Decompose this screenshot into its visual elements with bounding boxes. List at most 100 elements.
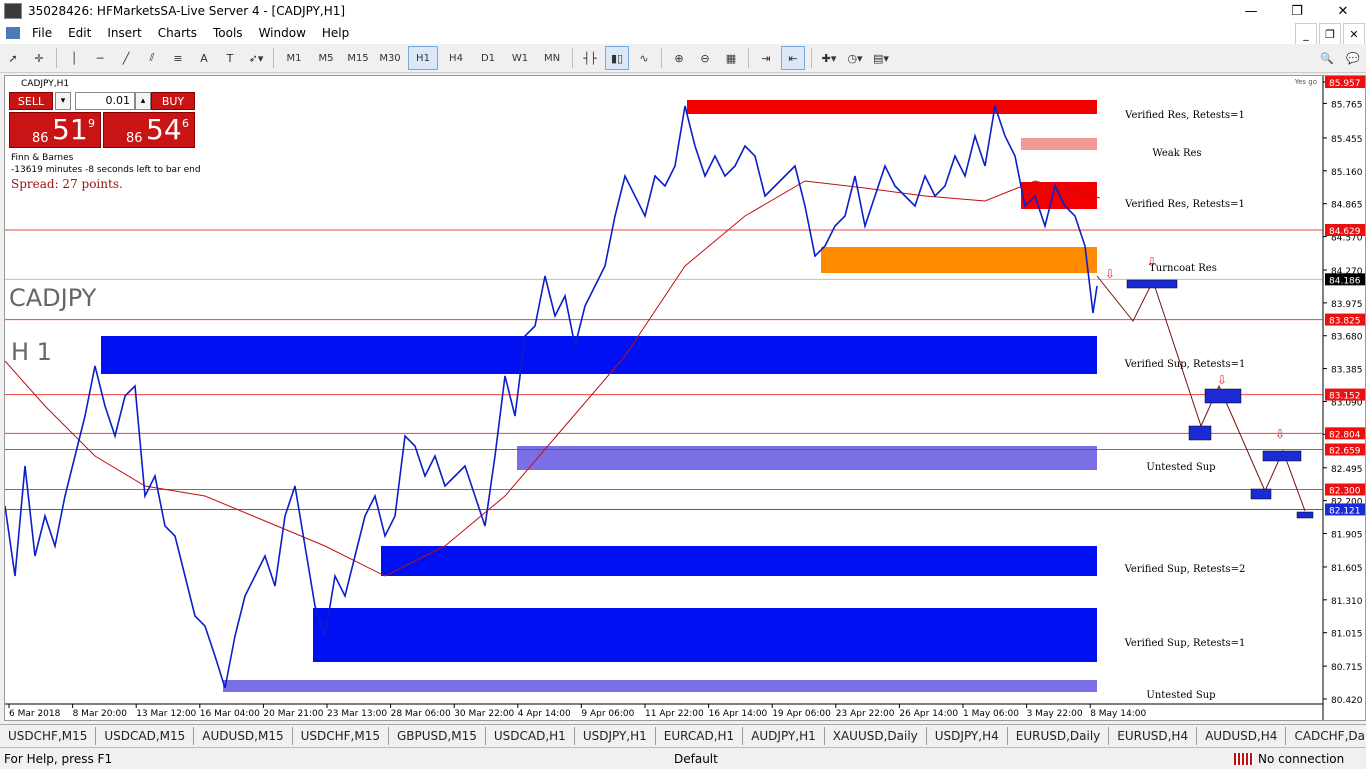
cursor-tool-icon[interactable]: ➚ xyxy=(8,51,18,65)
menu-edit[interactable]: Edit xyxy=(68,26,92,40)
chart-tab[interactable]: GBPUSD,M15 xyxy=(389,727,486,745)
price-tick-label: 84.570 xyxy=(1331,234,1363,244)
channel-icon[interactable]: ⫽ xyxy=(149,51,155,64)
line-chart-icon[interactable]: ∿ xyxy=(639,51,649,65)
text-tool-icon[interactable]: A xyxy=(200,51,208,65)
restore-button[interactable]: ❐ xyxy=(1291,3,1303,19)
timeframe-m30[interactable]: M30 xyxy=(379,52,401,64)
timeframe-mn[interactable]: MN xyxy=(543,52,561,64)
chat-icon[interactable]: 💬 xyxy=(1346,51,1360,65)
timeframe-m1[interactable]: M1 xyxy=(286,52,302,64)
candlestick-icon[interactable]: ▮▯ xyxy=(605,46,629,70)
search-icon[interactable]: 🔍 xyxy=(1320,51,1334,65)
chart-tab[interactable]: AUDJPY,H1 xyxy=(743,727,825,745)
tile-windows-icon[interactable]: ▦ xyxy=(725,51,737,65)
menu-charts[interactable]: Charts xyxy=(157,26,197,40)
bar-chart-icon[interactable]: ┤├ xyxy=(583,51,597,65)
info-line: -13619 minutes -8 seconds left to bar en… xyxy=(11,165,201,175)
price-tick-label: 81.905 xyxy=(1331,531,1363,541)
zone-label: Verified Sup, Retests=1 xyxy=(1124,638,1246,649)
price-tick-label: 82.495 xyxy=(1331,465,1363,475)
crosshair-tool-icon[interactable]: ✛ xyxy=(34,51,44,65)
chart-area[interactable]: CADJPY,H1 Yes go ⇩ ⇩ ⇩ ⇩ Verified Res, Retests… xyxy=(4,75,1366,721)
app-icon xyxy=(4,3,22,19)
support-zone xyxy=(381,546,1097,576)
volume-up-icon[interactable]: ▴ xyxy=(135,92,151,110)
indicators-icon[interactable]: ✚▾ xyxy=(821,51,837,65)
autoscroll-icon[interactable]: ⇥ xyxy=(761,51,771,65)
label-tool-icon[interactable]: T xyxy=(226,51,234,65)
chart-canvas[interactable]: CADJPY,H1 Yes go ⇩ ⇩ ⇩ ⇩ Verified Res, Retests… xyxy=(5,76,1365,720)
chart-tab[interactable]: USDCHF,M15 xyxy=(0,727,97,745)
menu-insert[interactable]: Insert xyxy=(107,26,142,40)
timeframe-h1[interactable]: H1 xyxy=(408,46,438,70)
projection-box xyxy=(1126,279,1178,289)
child-close-button[interactable]: ✕ xyxy=(1343,23,1365,45)
buy-price[interactable]: 86 54 6 xyxy=(103,112,195,148)
arrows-tool-icon[interactable]: ➶▾ xyxy=(248,51,264,65)
info-line: Finn & Barnes xyxy=(11,153,74,163)
chart-tab[interactable]: USDCAD,M15 xyxy=(96,727,195,745)
chart-tab[interactable]: AUDUSD,H4 xyxy=(1197,727,1287,745)
projection-path xyxy=(1096,275,1306,512)
menu-tools[interactable]: Tools xyxy=(213,26,243,40)
sell-price-big: 51 xyxy=(52,113,88,146)
timeframe-d1[interactable]: D1 xyxy=(480,52,496,64)
chart-tab[interactable]: EURUSD,Daily xyxy=(1008,727,1110,745)
chart-tab[interactable]: CADCHF,Da xyxy=(1286,727,1366,745)
time-tick-label: 6 Mar 2018 xyxy=(9,709,61,719)
price-marker-label: 83.152 xyxy=(1329,392,1361,402)
chart-shift-icon[interactable]: ⇤ xyxy=(781,46,805,70)
timeframe-w1[interactable]: W1 xyxy=(511,52,529,64)
zoom-in-icon[interactable]: ⊕ xyxy=(674,51,684,65)
price-marker-label: 85.957 xyxy=(1329,79,1361,89)
chart-tab[interactable]: USDCAD,H1 xyxy=(486,727,575,745)
projection-box xyxy=(1296,511,1314,519)
volume-input[interactable]: 0.01 xyxy=(75,92,135,110)
time-tick-label: 19 Apr 06:00 xyxy=(772,709,831,719)
time-tick-label: 28 Mar 06:00 xyxy=(391,709,451,719)
buy-price-small: 86 xyxy=(126,131,143,146)
sell-price-pip: 9 xyxy=(88,117,95,130)
periods-icon[interactable]: ◷▾ xyxy=(847,51,863,65)
menu-window[interactable]: Window xyxy=(258,26,306,40)
chart-tab[interactable]: AUDUSD,M15 xyxy=(194,727,293,745)
vertical-line-icon[interactable]: │ xyxy=(70,51,78,65)
sell-price[interactable]: 86 51 9 xyxy=(9,112,101,148)
timeframe-m15[interactable]: M15 xyxy=(347,52,369,64)
fibonacci-icon[interactable]: ≡ xyxy=(173,51,183,65)
connection-bars-icon xyxy=(1234,752,1254,765)
chart-tab[interactable]: USDJPY,H1 xyxy=(575,727,656,745)
timeframe-label: H 1 xyxy=(11,338,52,366)
time-tick-label: 4 Apr 14:00 xyxy=(518,709,571,719)
chart-tab[interactable]: EURCAD,H1 xyxy=(656,727,744,745)
buy-button[interactable]: BUY xyxy=(151,92,195,110)
sell-button[interactable]: SELL xyxy=(9,92,53,110)
zone-label: Verified Sup, Retests=2 xyxy=(1124,564,1246,575)
templates-icon[interactable]: ▤▾ xyxy=(873,51,889,65)
menu-file[interactable]: File xyxy=(32,26,53,40)
resistance-zone xyxy=(687,100,1097,114)
chart-tab[interactable]: USDCHF,M15 xyxy=(293,727,389,745)
price-tick-label: 83.680 xyxy=(1331,333,1363,343)
zone-label: Untested Sup xyxy=(1146,462,1215,473)
child-restore-button[interactable]: ❐ xyxy=(1319,23,1341,45)
chart-tab[interactable]: EURUSD,H4 xyxy=(1109,727,1198,745)
chart-tab[interactable]: XAUUSD,Daily xyxy=(825,727,927,745)
chart-tab[interactable]: USDJPY,H4 xyxy=(927,727,1008,745)
connection-text: No connection xyxy=(1258,751,1345,766)
volume-dropdown-icon[interactable]: ▾ xyxy=(55,92,71,110)
price-marker-label: 82.659 xyxy=(1329,447,1361,457)
minimize-button[interactable]: — xyxy=(1244,3,1258,19)
horizontal-line-icon[interactable]: ─ xyxy=(96,51,104,65)
child-minimize-button[interactable]: _ xyxy=(1295,23,1317,45)
close-button[interactable]: ✕ xyxy=(1337,3,1349,19)
price-marker-label: 82.300 xyxy=(1329,487,1361,497)
timeframe-m5[interactable]: M5 xyxy=(318,52,334,64)
timeframe-h4[interactable]: H4 xyxy=(449,52,463,64)
zoom-out-icon[interactable]: ⊖ xyxy=(700,51,710,65)
chart-header-label: CADJPY,H1 xyxy=(21,79,69,89)
trendline-icon[interactable]: ╱ xyxy=(122,51,130,65)
status-bar: For Help, press F1 Default No connection xyxy=(0,747,1366,769)
menu-help[interactable]: Help xyxy=(321,26,350,40)
